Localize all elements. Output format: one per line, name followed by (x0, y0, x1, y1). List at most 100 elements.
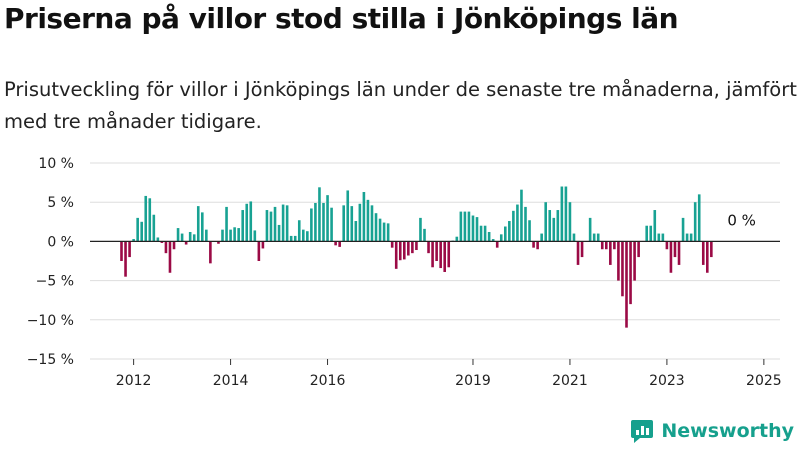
brand-name: Newsworthy (661, 420, 794, 442)
bar (394, 241, 398, 269)
bar (661, 233, 665, 242)
bar (124, 241, 127, 277)
bar (693, 202, 697, 242)
bar (576, 241, 580, 265)
bar (710, 241, 713, 258)
bar (261, 241, 265, 249)
bar (637, 241, 640, 258)
bar (293, 235, 297, 242)
bar (362, 192, 366, 242)
bar (209, 241, 212, 264)
y-tick-label: 10 % (38, 156, 74, 172)
bar (463, 211, 467, 242)
bar (297, 220, 301, 242)
bar (504, 226, 507, 242)
bar (370, 205, 374, 242)
bar (548, 210, 552, 242)
bar (350, 206, 354, 242)
bar (229, 229, 232, 242)
bar (532, 241, 535, 248)
bar (407, 241, 410, 256)
bar (419, 217, 422, 242)
bar (524, 206, 527, 242)
bar (633, 241, 636, 281)
bar (600, 241, 604, 250)
bar (556, 210, 560, 242)
bar (516, 204, 519, 242)
bar (685, 233, 689, 242)
bar (572, 233, 576, 242)
y-tick-label: −15 % (27, 352, 74, 368)
bar (201, 212, 204, 242)
bar (645, 225, 648, 242)
bar (233, 227, 236, 242)
bar (613, 241, 616, 250)
bar (415, 241, 418, 251)
bar (237, 228, 240, 242)
bar (358, 203, 362, 242)
bar (455, 236, 459, 242)
bar (136, 217, 139, 242)
bar (128, 241, 131, 258)
bar (609, 241, 612, 265)
bar (706, 241, 709, 273)
bar (338, 241, 341, 247)
bar (310, 208, 313, 242)
bar (552, 217, 556, 242)
bar (398, 241, 402, 261)
bar (467, 211, 471, 242)
bar (152, 214, 156, 242)
bar (520, 189, 523, 242)
bar (318, 187, 321, 242)
bar (257, 241, 261, 261)
bar (390, 241, 394, 248)
bar (132, 239, 135, 242)
bar (471, 215, 475, 242)
x-tick-label: 2025 (746, 373, 782, 389)
bar (443, 241, 446, 272)
bar (176, 228, 180, 242)
bar (617, 241, 620, 281)
bar (423, 228, 426, 242)
x-tick-label: 2016 (310, 373, 346, 389)
bar (281, 204, 285, 242)
bar (322, 202, 325, 242)
bar (427, 241, 430, 254)
bar (245, 203, 249, 242)
bar (701, 241, 705, 265)
bar (253, 230, 257, 242)
bar (265, 210, 269, 242)
bar (221, 229, 224, 242)
bar (184, 241, 188, 245)
bar (564, 186, 568, 242)
bar (342, 205, 345, 242)
bar (225, 206, 228, 242)
brand-logo: Newsworthy (629, 418, 794, 444)
bar (560, 186, 564, 242)
bar (354, 221, 358, 242)
bar (306, 231, 309, 242)
bar (120, 241, 123, 261)
bar (540, 233, 543, 242)
bar (172, 241, 176, 250)
bar (249, 201, 253, 242)
bar (164, 241, 168, 254)
x-tick-label: 2023 (649, 373, 685, 389)
bar (528, 220, 531, 242)
bar (289, 235, 293, 242)
bar (487, 231, 491, 242)
bar (403, 241, 406, 260)
bar (330, 207, 333, 242)
bar (241, 210, 244, 242)
bar (144, 195, 148, 242)
bar (188, 231, 192, 242)
bar (475, 217, 479, 242)
bar (491, 239, 495, 242)
bar (314, 202, 317, 242)
bar (217, 241, 220, 244)
bar (366, 199, 370, 242)
bar (168, 241, 172, 273)
bar (447, 241, 451, 268)
bar (625, 241, 628, 328)
